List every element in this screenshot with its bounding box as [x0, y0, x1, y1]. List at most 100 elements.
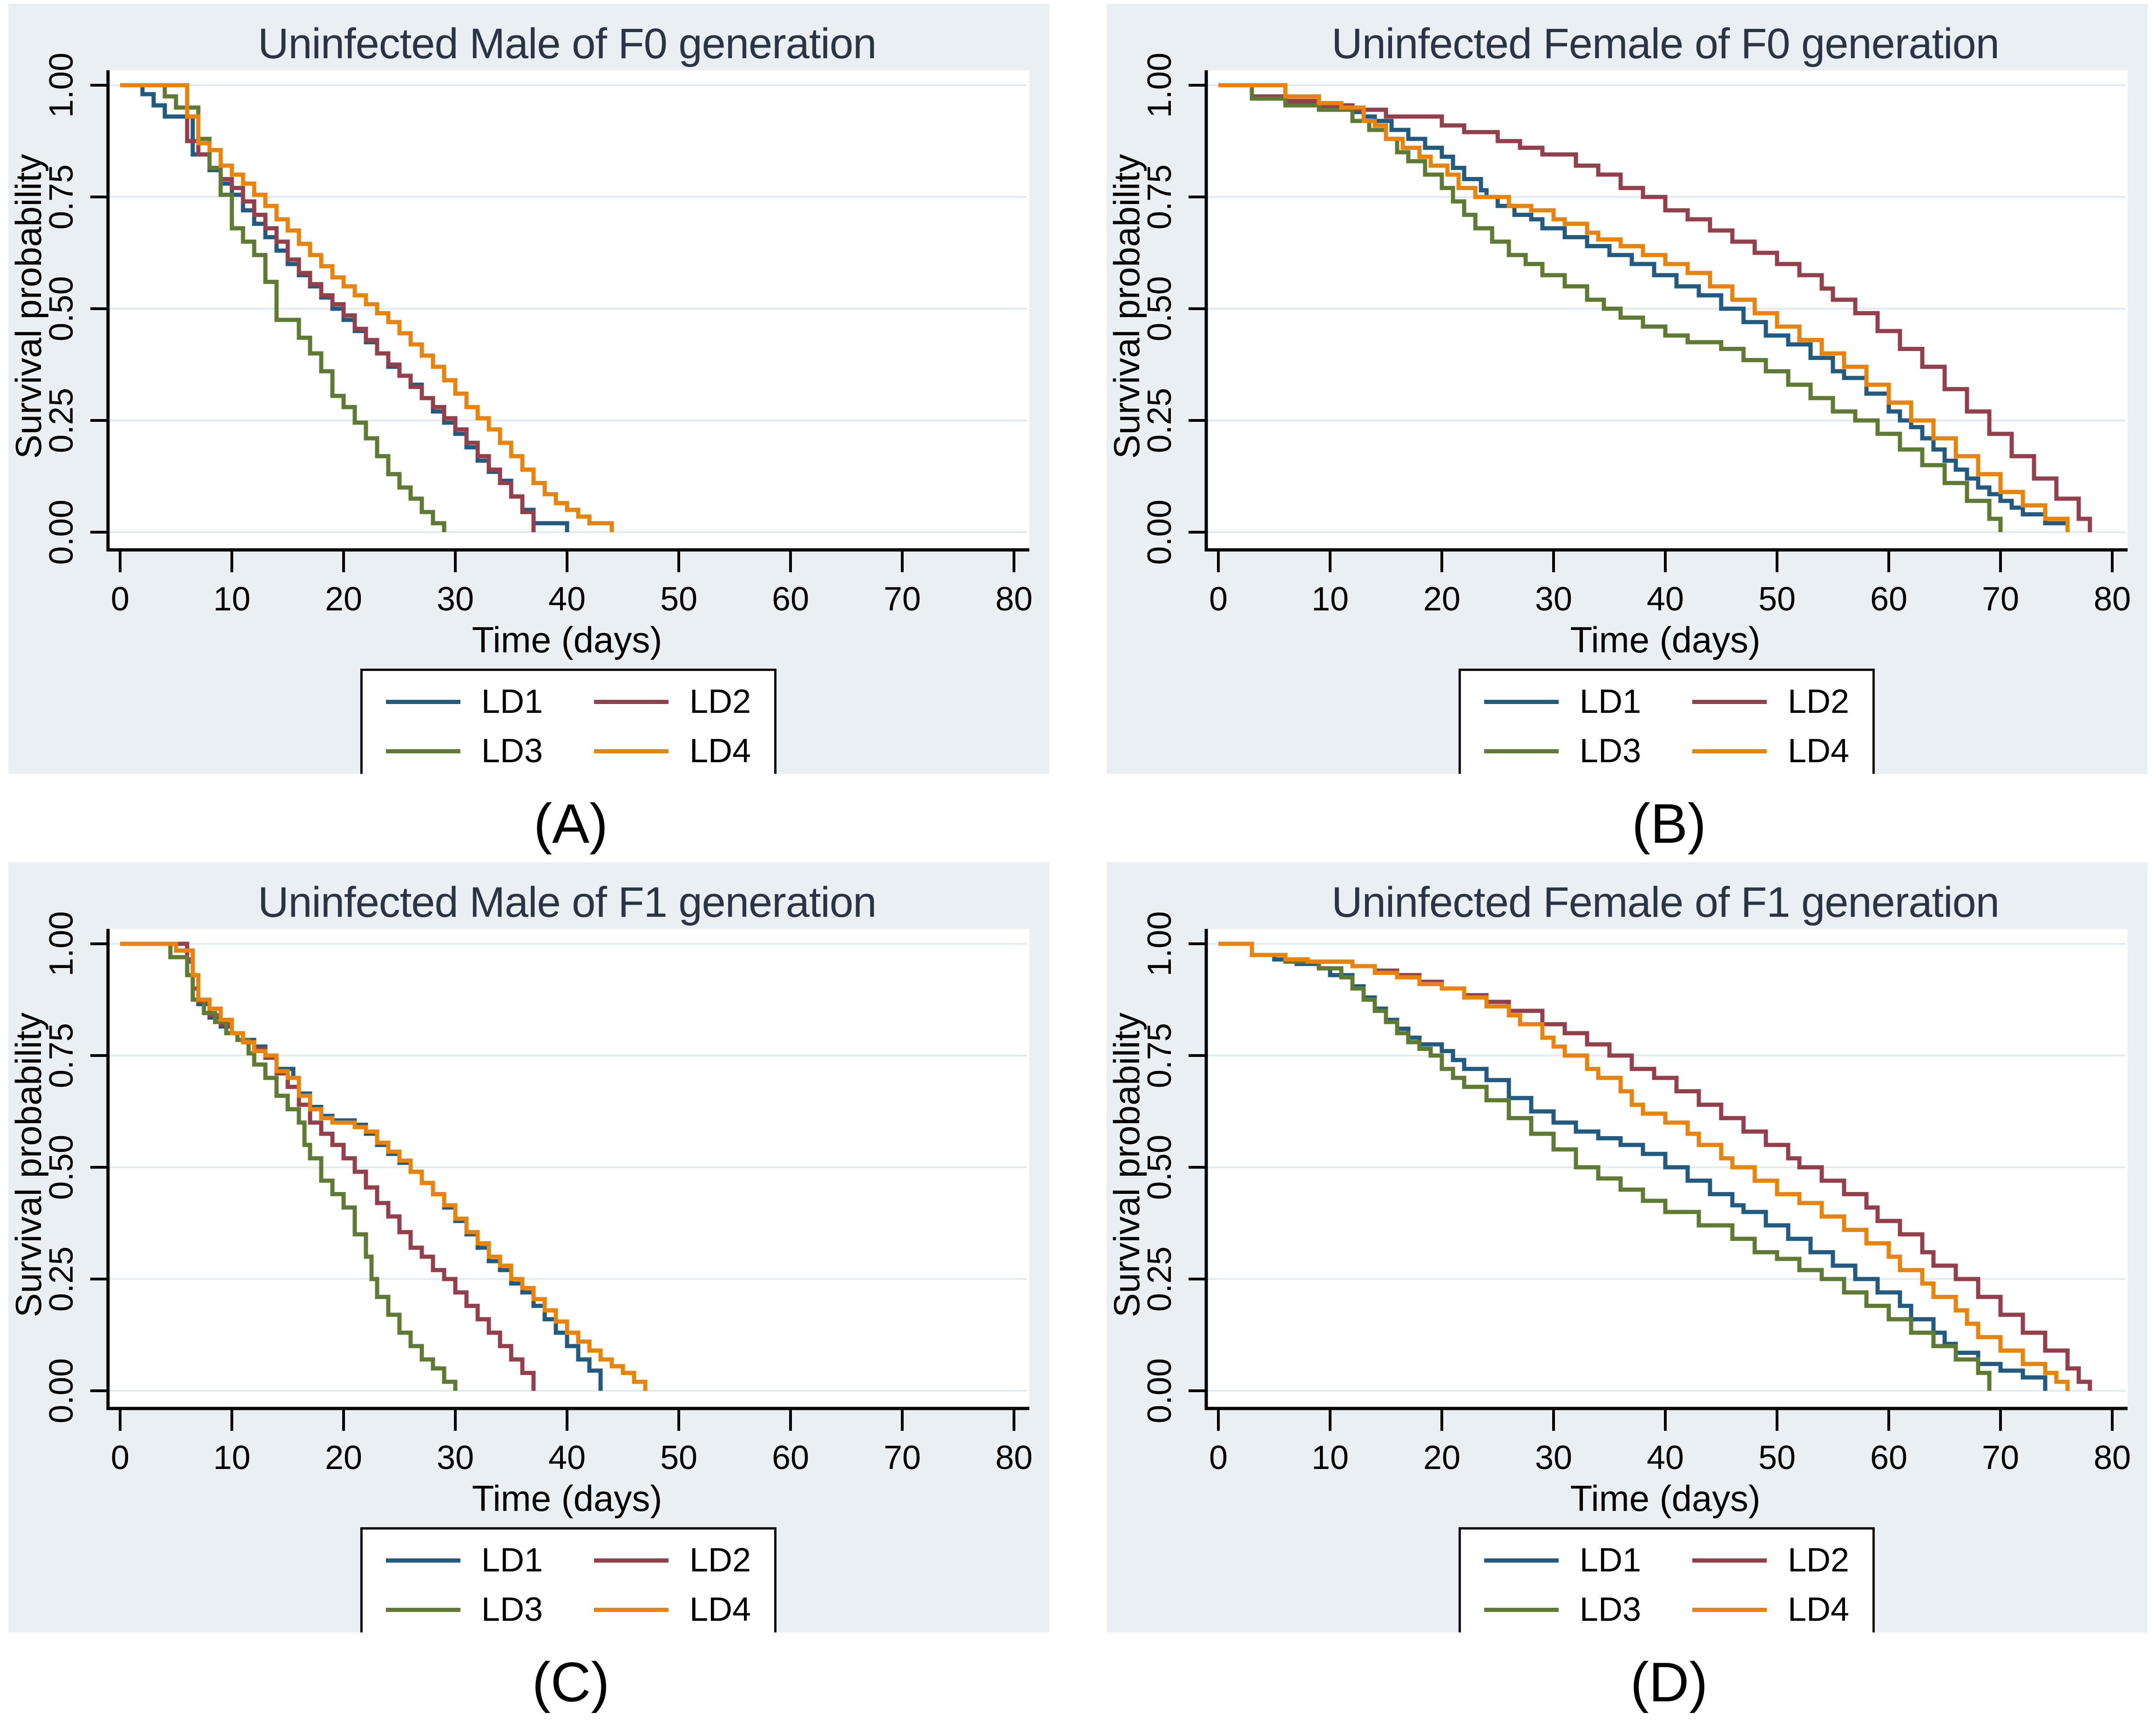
x-tick-label: 30 [1535, 1439, 1572, 1476]
x-tick-label: 70 [884, 581, 921, 618]
panel-caption-b: (B) [1632, 792, 1706, 855]
y-tick-label: 0.75 [1141, 1023, 1178, 1088]
gridlines [110, 943, 1027, 1392]
km-plot: 0.00 0.25 0.50 0.75 1.00 0 10 20 30 40 50 60 70 80 Ti… [8, 53, 1033, 660]
panel-title: Uninfected Male of F0 generation [257, 20, 877, 68]
y-tick-label: 1.00 [1141, 911, 1178, 976]
x-tick-label: 80 [2094, 1439, 2131, 1476]
x-tick-label: 60 [1870, 1439, 1907, 1476]
legend-item-LD3: LD3 [1484, 734, 1641, 768]
y-axis-label: Survival probability [1107, 154, 1147, 459]
survival-curve-LD4 [1218, 941, 2070, 1391]
gridlines [1208, 84, 2125, 533]
legend-box: LD1 LD2 LD3 LD4 [1458, 1527, 1875, 1632]
y-axis-label: Survival probability [1107, 1013, 1147, 1318]
x-tick-label: 0 [111, 581, 129, 618]
survival-curves [1218, 941, 2092, 1391]
y-tick-label: 1.00 [43, 911, 80, 976]
km-plot: 0.00 0.25 0.50 0.75 1.00 0 10 20 30 40 50 60 70 80 Ti… [8, 911, 1033, 1519]
legend-item-LD3: LD3 [1484, 1593, 1641, 1626]
legend-label-LD3: LD3 [1579, 1591, 1641, 1628]
legend-label-LD3: LD3 [481, 732, 543, 770]
legend-line-swatch-LD3 [1484, 1607, 1559, 1612]
y-tick-label: 1.00 [43, 53, 80, 118]
panel-title: Uninfected Female of F0 generation [1331, 20, 2000, 68]
x-tick-label: 40 [548, 1439, 586, 1476]
panel-uninfected-female-f1: Uninfected Female of F1 generation 0.00 0… [1107, 862, 2148, 1632]
x-tick-label: 10 [213, 1439, 250, 1476]
panel-title: Uninfected Male of F1 generation [257, 879, 877, 926]
legend-label-LD1: LD1 [481, 683, 543, 720]
y-tick-label: 0.25 [43, 1246, 80, 1312]
legend-label-LD1: LD1 [1579, 1542, 1641, 1579]
x-tick-label: 30 [437, 581, 474, 618]
panel-caption-a: (A) [534, 792, 608, 855]
y-tick-label: 0.25 [1141, 1246, 1178, 1312]
panel-caption-d: (D) [1630, 1651, 1708, 1713]
y-tick-label: 0.75 [1141, 164, 1178, 230]
x-tick-label: 30 [1535, 581, 1572, 618]
legend-label-LD4: LD4 [1788, 1591, 1850, 1628]
legend-item-LD1: LD1 [385, 1542, 543, 1579]
legend-line-swatch-LD1 [385, 1558, 460, 1563]
x-tick-label: 20 [325, 1439, 362, 1476]
x-tick-label: 50 [660, 581, 697, 618]
legend-label-LD4: LD4 [689, 732, 751, 770]
x-tick-label: 50 [1758, 1439, 1796, 1476]
x-tick-label: 0 [1209, 581, 1228, 618]
legend-label-LD4: LD4 [1788, 732, 1850, 770]
axis-ticks [1189, 84, 2114, 572]
survival-curves [120, 83, 614, 532]
x-tick-label: 40 [1647, 1439, 1684, 1476]
survival-curve-LD3 [120, 83, 446, 532]
legend-item-LD3: LD3 [385, 732, 543, 770]
gridlines [110, 84, 1027, 533]
x-tick-label: 50 [1758, 581, 1796, 618]
legend-box: LD1 LD2 LD3 LD4 [360, 669, 777, 774]
legend-line-swatch-LD1 [1484, 1558, 1559, 1563]
axis-tick-labels: 0.00 0.25 0.50 0.75 1.00 0 10 20 30 40 50 60 70 80 [43, 53, 1033, 618]
y-tick-label: 0.00 [1141, 1358, 1178, 1423]
legend-item-LD4: LD4 [1692, 734, 1849, 768]
x-tick-label: 30 [437, 1439, 474, 1476]
x-axis-label: Time (days) [472, 1478, 662, 1519]
legend-item-LD2: LD2 [594, 685, 751, 718]
survival-curve-LD2 [120, 83, 536, 532]
legend-item-LD4: LD4 [594, 1593, 751, 1626]
panel-uninfected-male-f0: Uninfected Male of F0 generation 0.00 0.2… [8, 4, 1049, 774]
plot-area [1205, 70, 2128, 550]
survival-curve-LD2 [1218, 941, 2092, 1391]
legend-line-swatch-LD4 [594, 1607, 669, 1612]
legend-line-swatch-LD2 [1692, 699, 1767, 704]
axis-tick-labels: 0.00 0.25 0.50 0.75 1.00 0 10 20 30 40 50 60 70 80 [1141, 911, 2131, 1476]
legend-line-swatch-LD3 [385, 1607, 460, 1612]
legend-line-swatch-LD4 [1692, 1607, 1767, 1612]
legend-line-swatch-LD2 [1692, 1558, 1767, 1563]
x-tick-label: 40 [1647, 581, 1684, 618]
x-tick-label: 0 [1209, 1439, 1228, 1476]
x-tick-label: 80 [995, 1439, 1033, 1476]
km-plot: 0.00 0.25 0.50 0.75 1.00 0 10 20 30 40 50 60 70 80 Ti… [1107, 911, 2131, 1519]
x-axis-label: Time (days) [1570, 1478, 1761, 1519]
x-tick-label: 80 [2094, 581, 2131, 618]
y-tick-label: 0.50 [43, 276, 80, 341]
y-tick-label: 0.00 [43, 1358, 80, 1423]
legend-label-LD2: LD2 [1788, 1542, 1850, 1579]
x-tick-label: 70 [884, 1439, 921, 1476]
survival-curve-LD1 [1218, 83, 2070, 532]
survival-curve-LD4 [1218, 83, 2070, 532]
legend-item-LD3: LD3 [385, 1593, 543, 1626]
legend-label-LD2: LD2 [1788, 683, 1850, 720]
survival-curves [120, 941, 648, 1391]
x-tick-label: 10 [213, 581, 250, 618]
legend-item-LD4: LD4 [594, 734, 751, 768]
legend-box: LD1 LD2 LD3 LD4 [360, 1527, 777, 1632]
legend-label-LD1: LD1 [481, 1542, 543, 1579]
legend-line-swatch-LD4 [594, 749, 669, 753]
legend-line-swatch-LD3 [385, 749, 460, 753]
x-tick-label: 10 [1311, 581, 1349, 618]
x-tick-label: 20 [325, 581, 362, 618]
y-tick-label: 0.75 [43, 164, 80, 230]
